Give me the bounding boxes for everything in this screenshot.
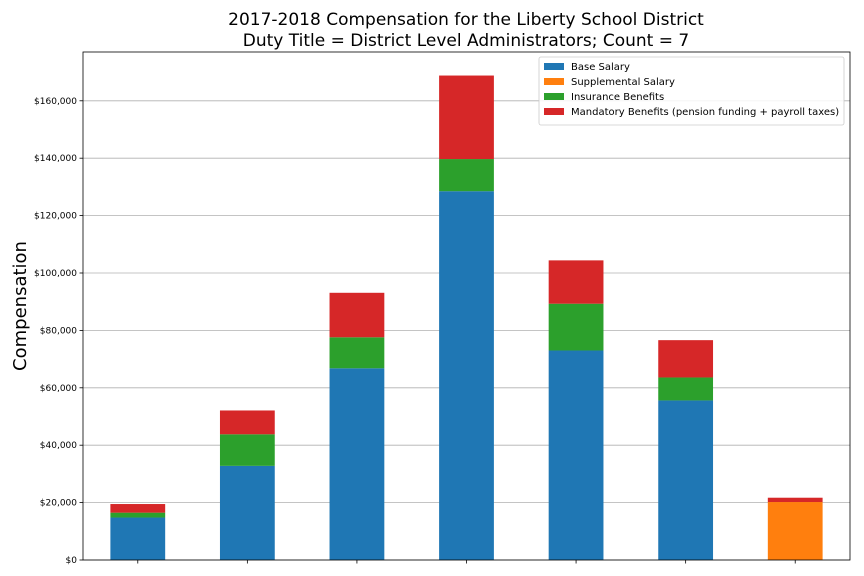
- axes: $0 $20,000 $40,000 $60,000 $80,000 $100,000 $1…: [34, 51, 851, 566]
- bar-segment-base: [439, 191, 494, 560]
- plot-frame: [82, 51, 851, 561]
- legend-label: Insurance Benefits: [571, 92, 664, 103]
- bar-segment-base: [329, 368, 385, 560]
- bar-segment-supplemental: [767, 502, 823, 560]
- bar-segment-mandatory: [219, 410, 275, 435]
- bar-segment-mandatory: [329, 292, 385, 338]
- y-tick-label: $140,000: [34, 154, 77, 164]
- legend: Base Salary Supplemental Salary Insurance …: [538, 56, 845, 126]
- y-tick-label: $20,000: [40, 499, 77, 509]
- legend-swatch: [544, 78, 564, 85]
- legend-swatch: [544, 63, 564, 70]
- y-tick-label: $60,000: [40, 384, 77, 394]
- bar-segment-mandatory: [658, 340, 714, 378]
- legend-label: Base Salary: [571, 62, 630, 73]
- y-tick-label: $40,000: [40, 441, 77, 451]
- bar-segment-insurance: [219, 434, 275, 466]
- y-tick-label: $160,000: [34, 97, 77, 107]
- y-tick-label: $100,000: [34, 269, 77, 279]
- bar-segment-insurance: [329, 337, 385, 369]
- legend-label: Supplemental Salary: [571, 77, 675, 88]
- y-axis-label: Compensation: [10, 241, 31, 371]
- bar-segment-insurance: [439, 159, 494, 192]
- bar-segment-mandatory: [548, 260, 604, 304]
- legend-swatch: [544, 93, 564, 100]
- bar-segment-base: [110, 517, 166, 560]
- bar-segment-insurance: [110, 512, 166, 518]
- chart-title: 2017-2018 Compensation for the Liberty S…: [228, 10, 704, 30]
- bar-segment-base: [548, 350, 604, 560]
- legend-swatch: [544, 108, 564, 115]
- bars: [110, 75, 823, 560]
- bar-segment-base: [658, 400, 714, 560]
- legend-box: [538, 56, 845, 126]
- y-tick-label: $80,000: [40, 326, 77, 336]
- y-tick-label: $120,000: [34, 212, 77, 222]
- bar-segment-mandatory: [439, 75, 494, 160]
- bar-segment-base: [219, 465, 275, 560]
- bar-segment-mandatory: [110, 504, 166, 513]
- bar-segment-insurance: [658, 377, 714, 401]
- bar-segment-mandatory: [767, 497, 823, 503]
- chart-subtitle: Duty Title = District Level Administrato…: [243, 31, 689, 51]
- bar-segment-insurance: [548, 303, 604, 351]
- y-tick-label: $0: [66, 556, 78, 566]
- legend-label: Mandatory Benefits (pension funding + pa…: [571, 107, 839, 118]
